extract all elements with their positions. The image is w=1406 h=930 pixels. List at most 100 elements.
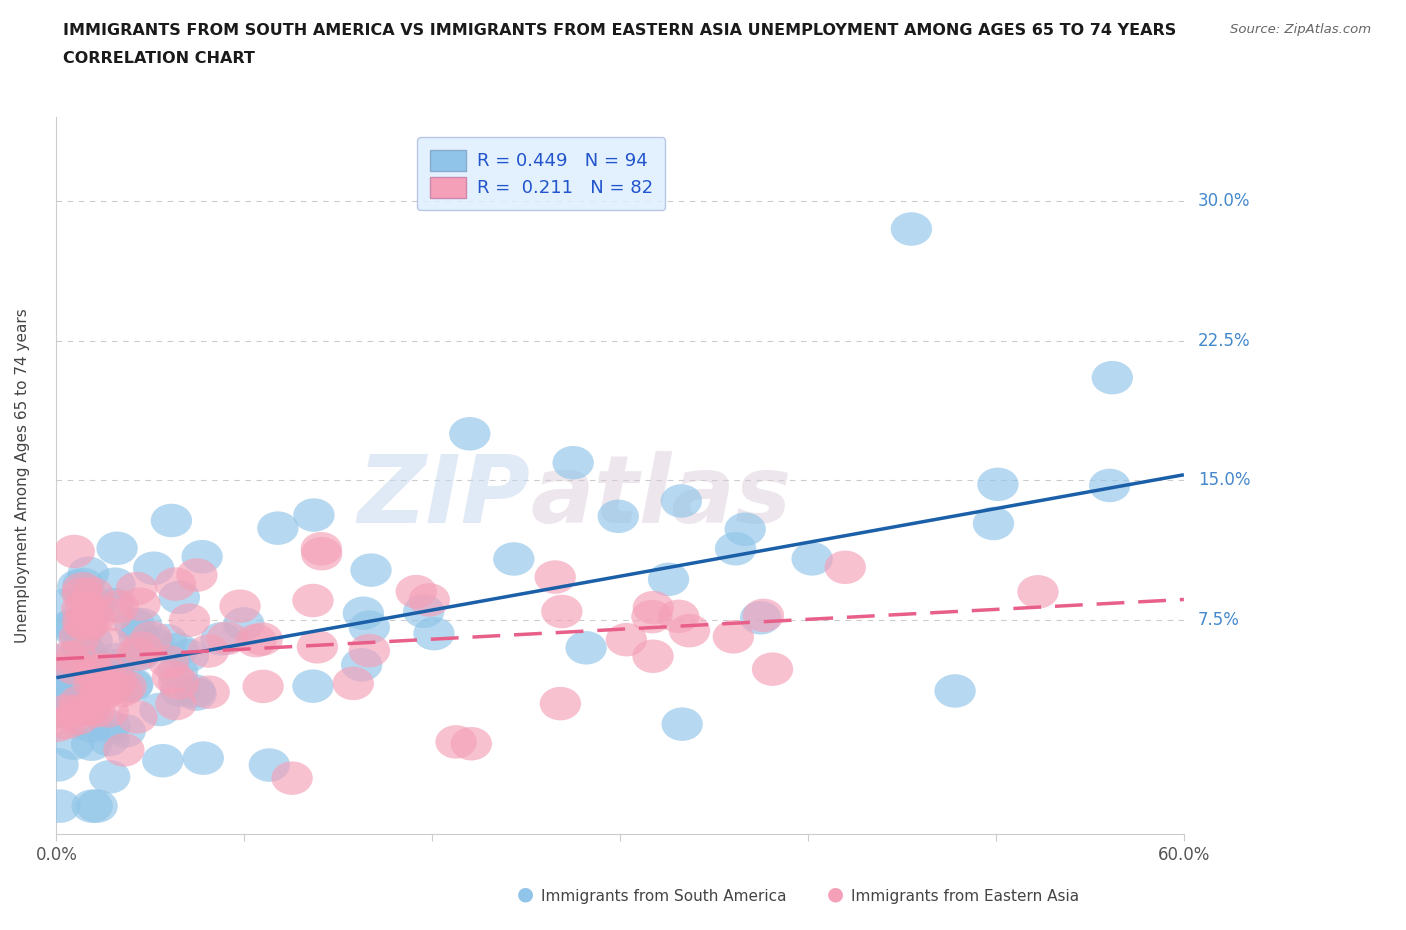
Ellipse shape [176,677,217,711]
Ellipse shape [73,654,114,687]
Ellipse shape [59,685,100,719]
Ellipse shape [271,762,312,795]
Ellipse shape [301,532,342,565]
Ellipse shape [76,658,117,692]
Ellipse shape [58,694,100,727]
Ellipse shape [494,542,534,576]
Ellipse shape [297,630,337,664]
Ellipse shape [46,706,87,739]
Ellipse shape [973,507,1014,540]
Ellipse shape [540,687,581,721]
Ellipse shape [183,741,224,775]
Ellipse shape [714,532,756,565]
Ellipse shape [156,686,197,721]
Ellipse shape [150,504,193,538]
Ellipse shape [349,634,389,668]
Ellipse shape [67,602,108,635]
Ellipse shape [121,608,162,642]
Legend: R = 0.449   N = 94, R =  0.211   N = 82: R = 0.449 N = 94, R = 0.211 N = 82 [418,137,665,210]
Ellipse shape [79,680,120,713]
Ellipse shape [157,632,198,666]
Ellipse shape [131,621,172,655]
Ellipse shape [52,663,94,697]
Ellipse shape [114,608,155,642]
Ellipse shape [111,669,153,702]
Ellipse shape [449,417,491,450]
Ellipse shape [156,655,198,688]
Ellipse shape [134,627,174,661]
Ellipse shape [669,614,710,647]
Ellipse shape [977,468,1018,501]
Ellipse shape [45,589,86,622]
Ellipse shape [404,594,444,628]
Ellipse shape [75,695,115,728]
Ellipse shape [207,621,247,655]
Ellipse shape [37,709,77,742]
Ellipse shape [606,623,647,657]
Ellipse shape [713,620,754,654]
Ellipse shape [658,600,699,633]
Text: 7.5%: 7.5% [1198,611,1240,629]
Text: 22.5%: 22.5% [1198,332,1250,350]
Ellipse shape [935,674,976,708]
Ellipse shape [103,733,145,766]
Ellipse shape [534,560,576,594]
Ellipse shape [891,212,932,246]
Ellipse shape [349,610,389,644]
Ellipse shape [117,638,157,671]
Ellipse shape [87,694,129,727]
Ellipse shape [97,643,138,676]
Ellipse shape [201,622,242,656]
Text: atlas: atlas [530,451,792,543]
Ellipse shape [101,673,143,707]
Ellipse shape [70,709,111,742]
Ellipse shape [235,624,277,658]
Ellipse shape [343,596,384,630]
Ellipse shape [395,575,437,608]
Ellipse shape [301,537,342,570]
Ellipse shape [242,622,283,656]
Ellipse shape [62,662,103,696]
Ellipse shape [342,648,382,682]
Ellipse shape [91,671,132,705]
Text: Immigrants from Eastern Asia: Immigrants from Eastern Asia [851,889,1078,904]
Ellipse shape [742,599,785,632]
Text: CORRELATION CHART: CORRELATION CHART [63,51,254,66]
Ellipse shape [94,567,135,601]
Ellipse shape [96,665,138,698]
Ellipse shape [1018,575,1059,608]
Ellipse shape [115,572,157,605]
Ellipse shape [661,485,702,518]
Text: 15.0%: 15.0% [1198,472,1250,489]
Ellipse shape [89,760,131,793]
Ellipse shape [148,645,190,679]
Ellipse shape [661,708,703,741]
Ellipse shape [82,658,124,692]
Text: Source: ZipAtlas.com: Source: ZipAtlas.com [1230,23,1371,36]
Ellipse shape [89,628,131,661]
Ellipse shape [66,666,108,699]
Ellipse shape [62,578,103,611]
Ellipse shape [38,748,79,781]
Ellipse shape [436,725,477,759]
Ellipse shape [37,661,79,695]
Ellipse shape [350,553,392,587]
Ellipse shape [120,637,160,671]
Ellipse shape [134,551,174,585]
Ellipse shape [97,532,138,565]
Ellipse shape [72,578,114,611]
Ellipse shape [219,590,260,623]
Ellipse shape [80,674,122,708]
Ellipse shape [159,580,200,614]
Ellipse shape [76,790,118,823]
Ellipse shape [117,700,157,734]
Ellipse shape [72,790,112,823]
Ellipse shape [1091,361,1133,394]
Ellipse shape [56,640,97,673]
Ellipse shape [53,652,96,685]
Ellipse shape [188,634,229,668]
Ellipse shape [65,591,107,625]
Ellipse shape [152,660,193,694]
Ellipse shape [249,749,290,782]
Ellipse shape [120,588,160,621]
